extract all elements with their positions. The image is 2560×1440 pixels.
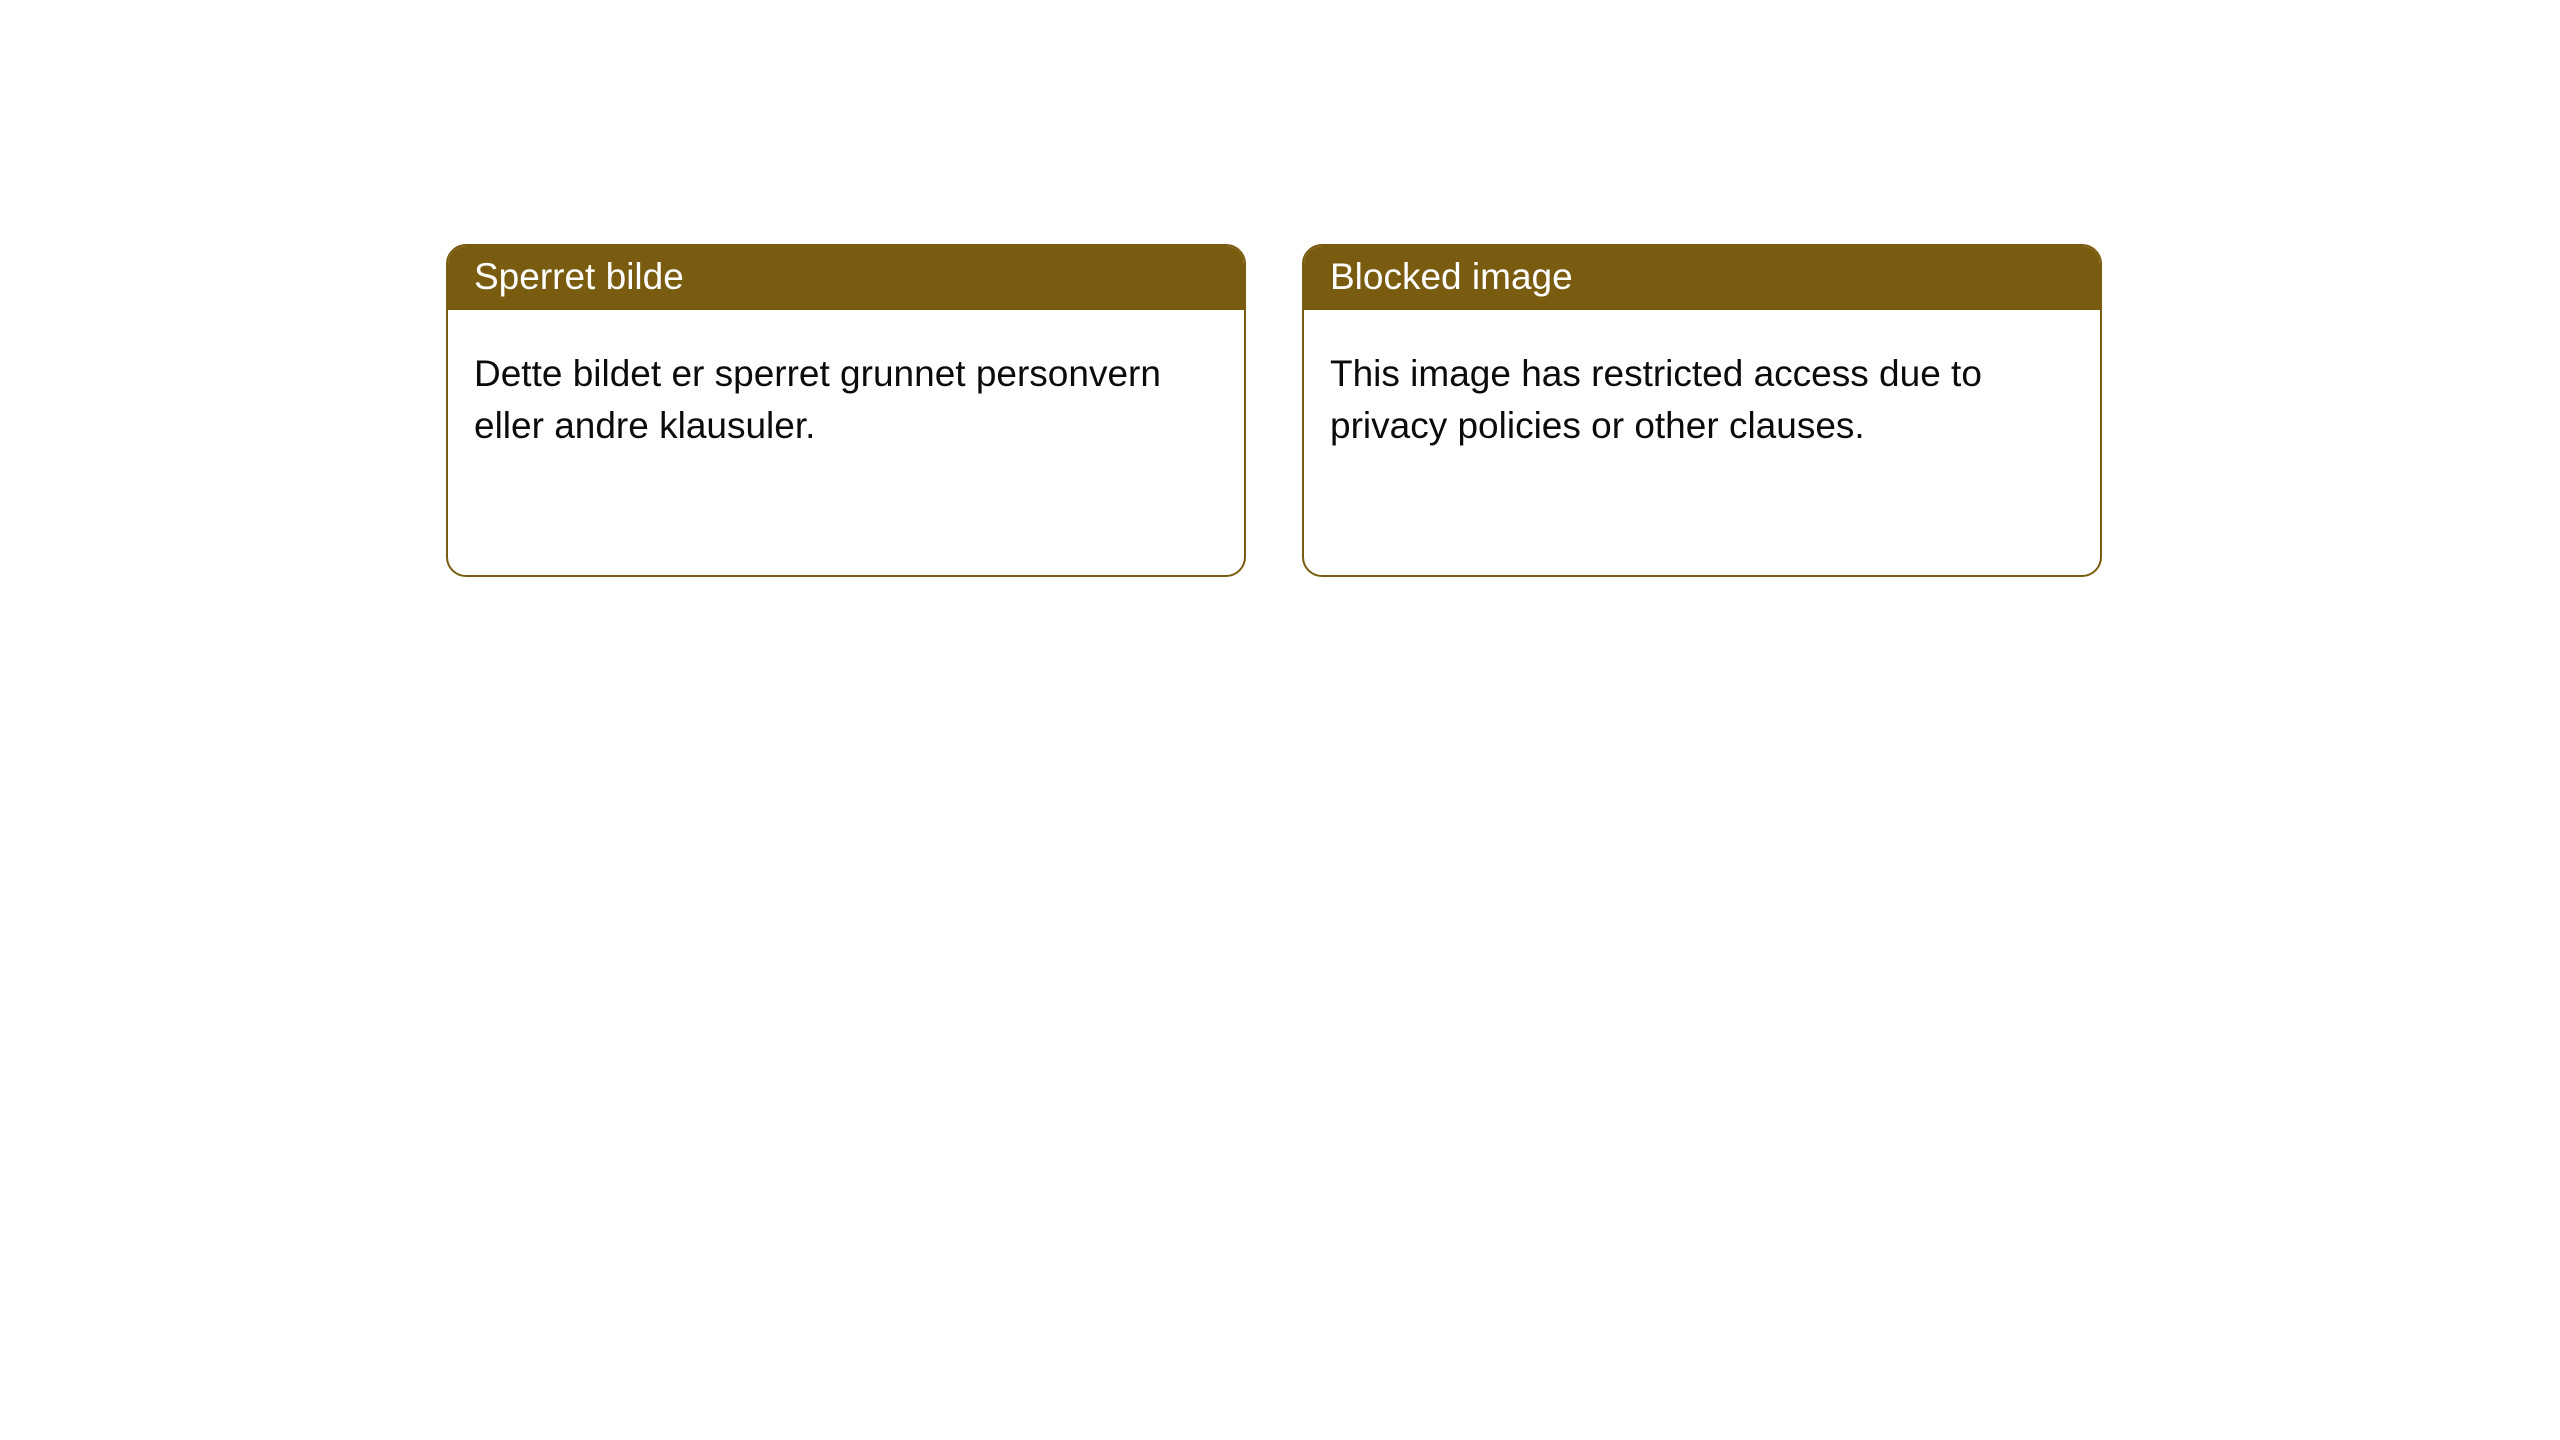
card-body-en: This image has restricted access due to …: [1304, 310, 2100, 478]
notice-cards-row: Sperret bilde Dette bildet er sperret gr…: [0, 0, 2560, 577]
blocked-image-notice-en: Blocked image This image has restricted …: [1302, 244, 2102, 577]
blocked-image-notice-no: Sperret bilde Dette bildet er sperret gr…: [446, 244, 1246, 577]
card-header-en: Blocked image: [1304, 246, 2100, 310]
card-header-no: Sperret bilde: [448, 246, 1244, 310]
card-body-no: Dette bildet er sperret grunnet personve…: [448, 310, 1244, 478]
